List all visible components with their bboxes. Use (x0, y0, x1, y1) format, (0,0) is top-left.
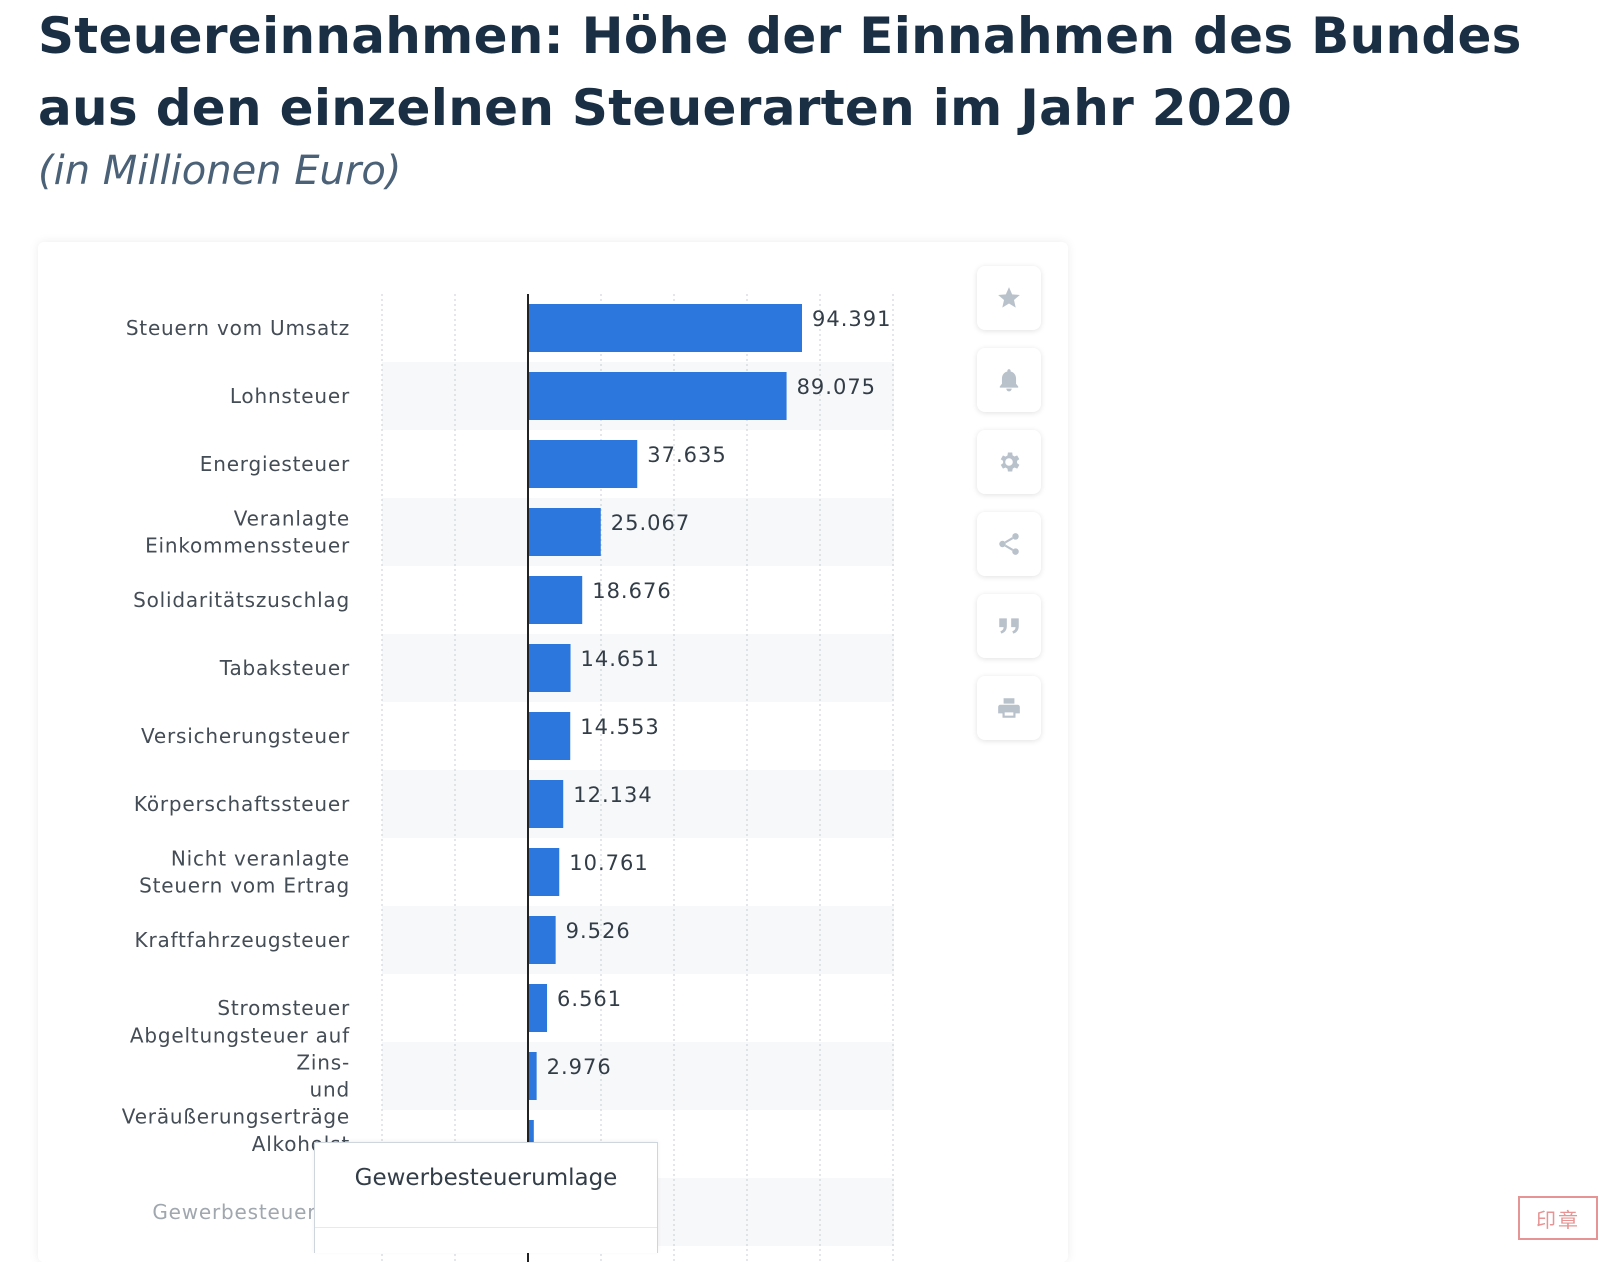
data-label: 18.676 (592, 579, 671, 603)
data-label: 6.561 (557, 987, 622, 1011)
bar[interactable] (528, 372, 787, 420)
bar[interactable] (528, 984, 548, 1032)
data-label: 9.526 (566, 919, 631, 943)
bar[interactable] (528, 780, 564, 828)
data-label: 14.651 (581, 647, 660, 671)
print-button[interactable] (977, 676, 1041, 740)
category-label: Kraftfahrzeugsteuer (135, 928, 350, 952)
category-label: Einkommenssteuer (145, 534, 350, 558)
chart-card: 94.391 Steuern vom Umsatz 89.075 Lohnsteuer… (38, 242, 1068, 1262)
category-label: Tabaksteuer (219, 656, 350, 680)
bar[interactable] (528, 1052, 537, 1100)
category-label: und (310, 1078, 350, 1102)
data-label: 14.553 (580, 715, 659, 739)
category-label: Veräußerungserträge (122, 1105, 350, 1129)
category-label: Steuern vom Ertrag (139, 874, 350, 898)
tooltip: Gewerbesteuerumlage (314, 1142, 658, 1253)
data-label: 10.761 (569, 851, 648, 875)
category-label: Energiesteuer (200, 452, 350, 476)
row-band (382, 498, 894, 566)
bar[interactable] (528, 712, 571, 760)
share-button[interactable] (977, 512, 1041, 576)
settings-button[interactable] (977, 430, 1041, 494)
favorite-button[interactable] (977, 266, 1041, 330)
category-label: Nicht veranlagte (171, 847, 350, 871)
tooltip-divider (315, 1227, 657, 1228)
print-icon (998, 698, 1020, 718)
tooltip-title: Gewerbesteuerumlage (354, 1165, 618, 1191)
data-label: 2.976 (547, 1055, 612, 1079)
category-label: Veranlagte (234, 507, 350, 531)
cite-button[interactable] (977, 594, 1041, 658)
data-label: 37.635 (647, 443, 726, 467)
bar[interactable] (528, 644, 571, 692)
category-label: Zins- (296, 1051, 350, 1075)
quote-icon (999, 618, 1019, 634)
bar[interactable] (528, 508, 601, 556)
category-label: Solidaritätszuschlag (133, 588, 350, 612)
category-label: Körperschaftssteuer (134, 792, 350, 816)
gear-icon (1000, 452, 1020, 472)
row-band (382, 1042, 894, 1110)
page-subtitle: (in Millionen Euro) (38, 148, 402, 194)
bar[interactable] (528, 576, 583, 624)
row-band (382, 770, 894, 838)
data-label: 12.134 (573, 783, 652, 807)
category-label: Steuern vom Umsatz (126, 316, 350, 340)
category-label: Lohnsteuer (230, 384, 350, 408)
page-title: Steuereinnahmen: Höhe der Einnahmen des … (38, 7, 1522, 137)
bar[interactable] (528, 916, 556, 964)
share-icon (999, 533, 1019, 555)
row-band (382, 634, 894, 702)
data-label: 89.075 (797, 375, 876, 399)
category-label: Abgeltungsteuer auf (130, 1024, 350, 1048)
watermark-stamp: 印章 (1518, 1196, 1598, 1240)
bar[interactable] (528, 440, 638, 488)
data-label: 94.391 (812, 307, 891, 331)
bar[interactable] (528, 848, 560, 896)
category-label: Versicherungsteuer (141, 724, 350, 748)
bar-chart: 94.391 Steuern vom Umsatz 89.075 Lohnsteuer… (122, 294, 894, 1262)
category-label: Stromsteuer (217, 996, 350, 1020)
row-band (382, 906, 894, 974)
data-label: 25.067 (611, 511, 690, 535)
notification-button[interactable] (977, 348, 1041, 412)
bar[interactable] (528, 304, 802, 352)
star-icon (998, 287, 1020, 308)
bell-icon (999, 369, 1019, 392)
